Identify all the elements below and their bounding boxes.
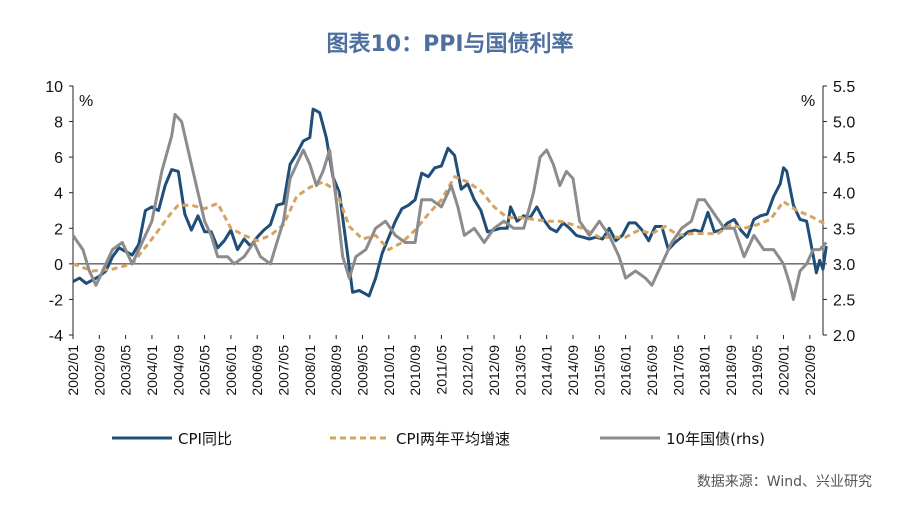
left-tick-label: 0 bbox=[54, 257, 63, 274]
left-tick-label: -4 bbox=[49, 328, 63, 345]
x-tick-label: 2019/05 bbox=[749, 345, 765, 396]
x-tick-label: 2014/09 bbox=[565, 345, 581, 396]
x-tick-label: 2014/01 bbox=[539, 345, 555, 396]
x-tick-label: 2012/01 bbox=[460, 345, 476, 396]
legend-label-2: 10年国债(rhs) bbox=[666, 430, 765, 448]
chart-title: 图表10：PPI与国债利率 bbox=[326, 32, 574, 57]
left-tick-label: 8 bbox=[54, 115, 63, 132]
x-tick-label: 2017/05 bbox=[670, 345, 686, 396]
x-tick-label: 2020/09 bbox=[802, 345, 818, 396]
x-tick-label: 2011/05 bbox=[433, 345, 449, 395]
left-tick-label: 4 bbox=[54, 186, 63, 203]
x-tick-label: 2013/05 bbox=[512, 345, 528, 396]
series-line-2 bbox=[71, 113, 828, 301]
x-tick-label: 2008/01 bbox=[302, 345, 318, 396]
legend-label-0: CPI同比 bbox=[178, 430, 232, 448]
right-tick-label: 2.0 bbox=[833, 328, 855, 345]
source-note: 数据来源：Wind、兴业研究 bbox=[696, 474, 872, 490]
x-tick-label: 2016/01 bbox=[618, 345, 634, 396]
x-tick-label: 2018/01 bbox=[697, 345, 713, 396]
x-tick-label: 2005/05 bbox=[197, 345, 213, 396]
x-tick-label: 2018/09 bbox=[723, 345, 739, 396]
x-tick-label: 2004/01 bbox=[144, 345, 160, 396]
x-tick-label: 2006/09 bbox=[249, 345, 265, 396]
x-tick-label: 2007/05 bbox=[276, 345, 292, 396]
right-tick-label: 5.0 bbox=[833, 115, 855, 132]
legend-label-1: CPI两年平均增速 bbox=[396, 430, 510, 448]
right-tick-label: 2.5 bbox=[833, 292, 855, 309]
right-tick-label: 3.5 bbox=[833, 221, 855, 238]
right-tick-label: 4.5 bbox=[833, 150, 855, 167]
left-tick-label: 2 bbox=[54, 221, 63, 238]
right-unit-label: % bbox=[801, 93, 815, 110]
x-tick-label: 2008/09 bbox=[328, 345, 344, 396]
left-tick-label: -2 bbox=[49, 292, 63, 309]
series-line-0 bbox=[72, 107, 828, 298]
series-group bbox=[71, 107, 828, 301]
x-tick-label: 2004/09 bbox=[170, 345, 186, 396]
x-tick-label: 2020/01 bbox=[776, 345, 792, 396]
series-line-1 bbox=[72, 175, 828, 273]
x-tick-label: 2002/09 bbox=[91, 345, 107, 396]
x-tick-label: 2006/01 bbox=[223, 345, 239, 396]
x-tick-label: 2016/09 bbox=[644, 345, 660, 396]
x-tick-label: 2010/01 bbox=[381, 345, 397, 396]
axes: 10 8 6 4 2 0 -2 -4 5.5 5.0 4.5 4.0 3.5 3.0 2.5 2.0% % 200… bbox=[45, 79, 855, 396]
x-tick-label: 2015/05 bbox=[591, 345, 607, 396]
left-unit-label: % bbox=[79, 93, 93, 110]
x-tick-label: 2010/09 bbox=[407, 345, 423, 396]
right-tick-label: 5.5 bbox=[833, 79, 855, 96]
x-tick-label: 2012/09 bbox=[486, 345, 502, 396]
legend: CPI同比 CPI两年平均增速 10年国债(rhs) bbox=[112, 430, 765, 448]
left-tick-label: 6 bbox=[54, 150, 63, 167]
x-tick-label: 2003/05 bbox=[118, 345, 134, 396]
right-tick-label: 3.0 bbox=[833, 257, 855, 274]
left-tick-label: 10 bbox=[45, 79, 63, 96]
x-tick-label: 2002/01 bbox=[65, 345, 81, 396]
x-tick-label: 2009/05 bbox=[354, 345, 370, 396]
right-tick-label: 4.0 bbox=[833, 186, 855, 203]
